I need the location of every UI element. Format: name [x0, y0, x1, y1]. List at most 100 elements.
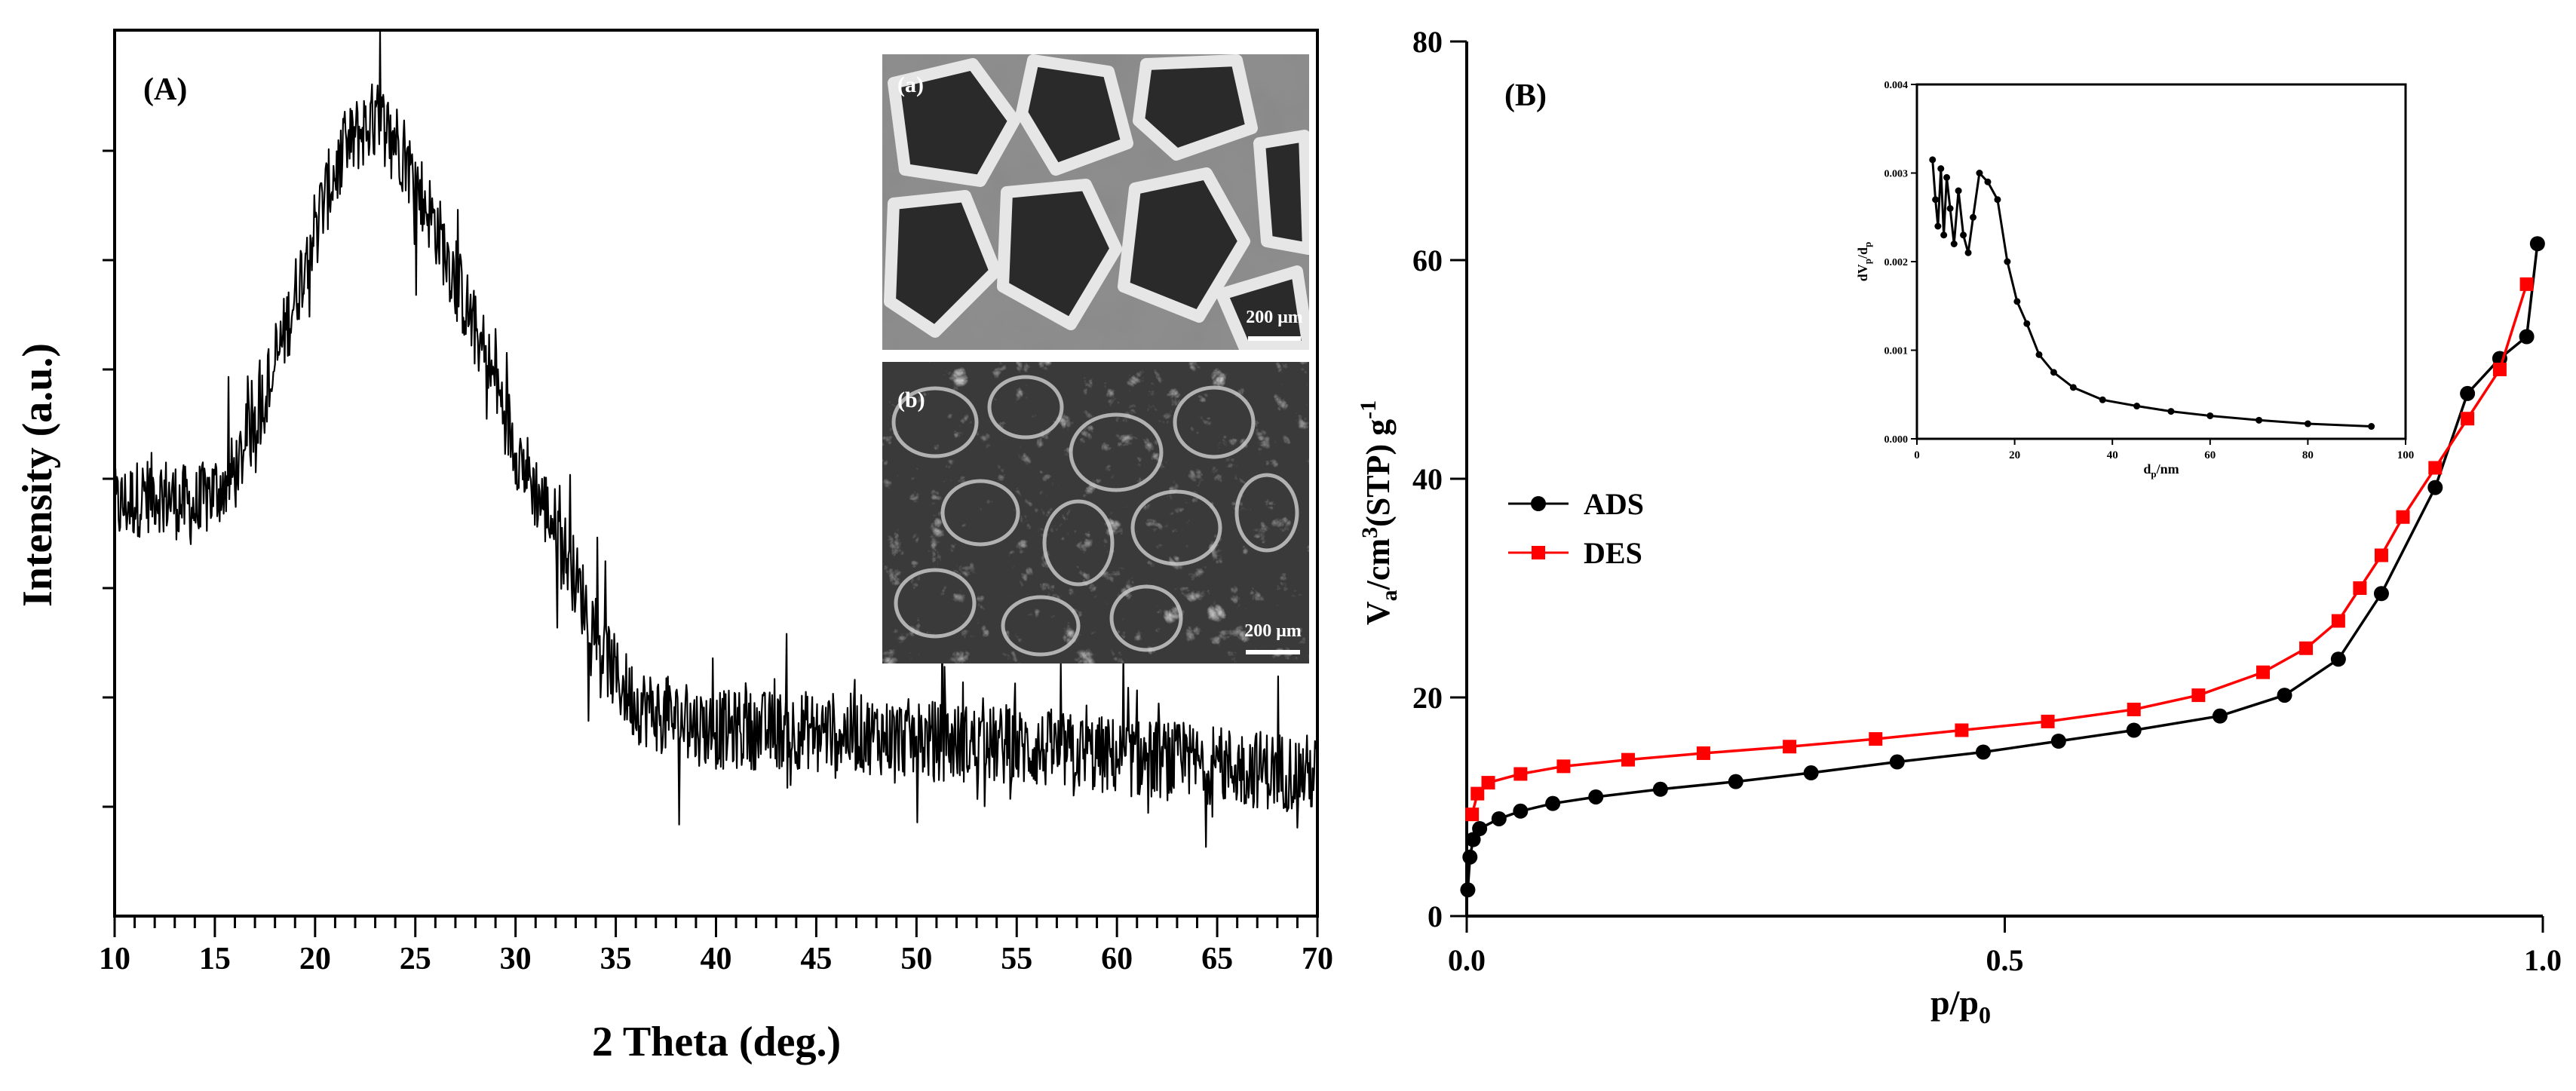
pore-inset-x-axis: 0 20 40 60 80 100 [1914, 439, 2414, 461]
sem-inset-b-scale-bar [1246, 650, 1300, 654]
ads-point [1889, 754, 1905, 770]
inset-x-tick-label: 0 [1914, 449, 1920, 461]
x-tick-label: 55 [1001, 942, 1032, 976]
des-point [2396, 510, 2410, 524]
inset-x-tick-label: 100 [2397, 449, 2415, 461]
des-point [1513, 767, 1528, 781]
ads-point [1472, 821, 1488, 836]
x-tick-label: 60 [1101, 942, 1133, 976]
pore-distribution-point [1946, 205, 1954, 212]
des-point [2191, 688, 2206, 703]
x-tick-label: 25 [400, 942, 431, 976]
sem-inset-b-label: (b) [897, 388, 925, 412]
inset-x-tick-label: 40 [2107, 449, 2118, 461]
des-point [2127, 702, 2141, 716]
des-point [2331, 614, 2345, 628]
ads-point [1545, 795, 1561, 811]
des-point [1783, 740, 1797, 754]
legend: ADS DES [1508, 487, 1644, 570]
sem-inset-b: (b) 200 μm [882, 362, 1309, 663]
ads-point [1491, 811, 1507, 826]
ads-point [2427, 480, 2443, 495]
ads-point [2519, 329, 2535, 345]
x-tick-label: 10 [99, 942, 130, 976]
des-point [1481, 776, 1495, 790]
panel-a-x-axis: 10 15 20 25 30 35 40 45 50 55 60 65 70 [99, 916, 1333, 976]
pore-distribution-point [1955, 187, 1962, 195]
x-tick-label: 1.0 [2524, 943, 2562, 977]
pore-inset-x-label: dp/nm [2143, 461, 2179, 480]
inset-x-tick-label: 60 [2204, 449, 2216, 461]
y-tick-label: 40 [1412, 462, 1443, 496]
ads-point [2050, 734, 2066, 749]
des-point [2374, 548, 2388, 562]
panel-a: 10 15 20 25 30 35 40 45 50 55 60 65 70 (A) 2 Theta (… [14, 29, 1333, 1065]
ads-point [1588, 789, 1604, 804]
legend-des-label: DES [1584, 536, 1642, 570]
inset-y-tick-label: 0.002 [1884, 257, 1909, 268]
pore-distribution-point [2167, 408, 2175, 415]
pore-size-inset: 0 20 40 60 80 100 0.000 0.001 0.002 0.003 0.004 d… [1855, 80, 2414, 480]
ads-point [2212, 708, 2228, 724]
ads-point [1513, 803, 1529, 819]
pore-inset-y-label: dVp/dp [1855, 242, 1873, 282]
ads-point [2277, 688, 2292, 703]
ads-point [2126, 722, 2142, 738]
pore-distribution-point [2023, 320, 2031, 327]
pore-distribution-point [1937, 165, 1945, 173]
pore-inset-y-axis: 0.000 0.001 0.002 0.003 0.004 [1884, 80, 1917, 446]
pore-distribution-point [2256, 416, 2263, 424]
inset-y-tick-label: 0.004 [1884, 80, 1909, 91]
pore-inset-series [1929, 156, 2375, 431]
des-point [2299, 641, 2314, 655]
pore-distribution-point [1940, 231, 1948, 239]
pore-distribution-point [1932, 196, 1940, 204]
pore-distribution-point [2013, 298, 2021, 305]
pore-distribution-line [1931, 159, 2372, 428]
panel-b: 0.0 0.5 1.0 0 20 40 60 80 (B) p/p0 Va/cm3(STP)… [1356, 25, 2562, 1028]
legend-ads-label: ADS [1584, 487, 1644, 521]
inset-y-tick-label: 0.003 [1884, 169, 1909, 180]
panel-b-x-label: p/p0 [1930, 983, 1991, 1028]
y-tick-label: 0 [1428, 899, 1443, 933]
des-point [2041, 714, 2055, 728]
pore-distribution-point [2368, 423, 2375, 431]
ads-point [2373, 586, 2389, 602]
ads-point [2460, 385, 2476, 401]
x-tick-label: 0.0 [1448, 943, 1486, 977]
pore-distribution-point [1976, 170, 1983, 176]
pore-distribution-point [2304, 420, 2311, 428]
pore-distribution-point [2035, 351, 2043, 358]
pore-distribution-point [1994, 196, 2001, 204]
des-point [1470, 786, 1485, 801]
xrd-pattern-line [113, 29, 1319, 848]
x-tick-label: 15 [199, 942, 231, 976]
des-point [2428, 461, 2443, 475]
ads-point [1465, 832, 1481, 847]
panel-a-y-label: Intensity (a.u.) [14, 343, 61, 607]
pore-distribution-point [2133, 403, 2141, 410]
pore-distribution-point [1934, 222, 1942, 230]
x-tick-label: 20 [299, 942, 331, 976]
sem-inset-a-scale-text: 200 μm [1246, 308, 1303, 327]
pore-distribution-point [1964, 249, 1972, 256]
x-tick-label: 35 [600, 942, 632, 976]
ads-point [1728, 774, 1743, 789]
des-point [2492, 363, 2507, 376]
pore-distribution-point [2004, 258, 2011, 265]
panel-b-series [1460, 236, 2545, 898]
sem-inset-b-scale-text: 200 μm [1244, 621, 1302, 641]
y-tick-label: 80 [1412, 25, 1443, 59]
pore-distribution-point [2069, 384, 2077, 391]
des-point [1556, 759, 1571, 774]
sem-inset-a: (a) 200 μm [882, 54, 1309, 350]
des-point [1955, 723, 1969, 737]
y-tick-label: 20 [1412, 681, 1443, 715]
des-point [1465, 808, 1480, 822]
ads-point [2330, 651, 2346, 667]
des-point [2256, 665, 2270, 679]
legend-ads-marker [1531, 496, 1546, 511]
x-tick-label: 65 [1201, 942, 1233, 976]
x-tick-label: 45 [800, 942, 832, 976]
